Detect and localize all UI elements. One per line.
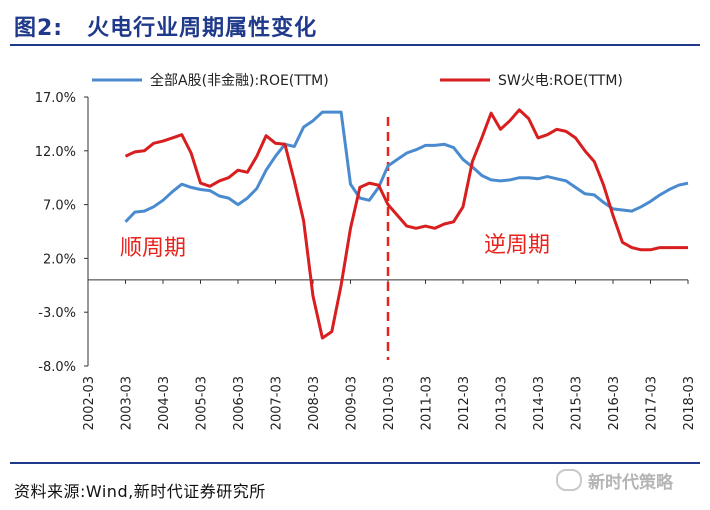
x-tick-label: 2006-03 bbox=[232, 376, 247, 430]
y-tick-label: 12.0% bbox=[35, 145, 76, 160]
legend-label-a: 全部A股(非金融):ROE(TTM) bbox=[150, 72, 329, 89]
y-tick-label: 7.0% bbox=[43, 199, 76, 214]
title-text: 火电行业周期属性变化 bbox=[87, 16, 318, 41]
watermark-text: 新时代策略 bbox=[588, 473, 673, 493]
x-tick-label: 2003-03 bbox=[120, 376, 135, 430]
x-tick-label: 2015-03 bbox=[570, 376, 585, 430]
x-tick-label: 2013-03 bbox=[495, 376, 510, 430]
x-tick-label: 2005-03 bbox=[195, 376, 210, 430]
y-tick-label: -3.0% bbox=[38, 306, 76, 321]
title-rule bbox=[10, 44, 700, 46]
axes: 17.0% 12.0% 7.0% 2.0% -3.0% -8.0% 2002-03 2003-… bbox=[35, 91, 697, 430]
figure-label: 图2: bbox=[14, 16, 64, 41]
source-note: 资料来源:Wind,新时代证券研究所 bbox=[14, 482, 266, 501]
line-chart: 全部A股(非金融):ROE(TTM) SW火电:ROE(TTM) 17.0% 12… bbox=[35, 72, 697, 430]
x-tick-label: 2010-03 bbox=[382, 376, 397, 430]
wechat-icon bbox=[556, 469, 582, 491]
annotation-procyclical: 顺周期 bbox=[120, 236, 186, 261]
x-tick-label: 2018-03 bbox=[682, 376, 697, 430]
series-line-thermal-power-roe bbox=[124, 108, 688, 340]
x-tick-label: 2016-03 bbox=[607, 376, 622, 430]
chart-title: 图2: 火电行业周期属性变化 bbox=[14, 10, 317, 42]
annotation-countercyclical: 逆周期 bbox=[484, 233, 550, 258]
series-layer bbox=[124, 108, 689, 340]
y-tick-label: -8.0% bbox=[38, 360, 76, 375]
source-rule bbox=[10, 462, 700, 464]
y-tick-label: 2.0% bbox=[43, 252, 76, 267]
x-tick-label: 2002-03 bbox=[82, 376, 97, 430]
x-tick-label: 2008-03 bbox=[307, 376, 322, 430]
x-tick-label: 2011-03 bbox=[420, 376, 435, 430]
x-tick-label: 2014-03 bbox=[532, 376, 547, 430]
watermark: 新时代策略 bbox=[556, 468, 673, 493]
y-tick-label: 17.0% bbox=[35, 91, 76, 106]
x-tick-label: 2009-03 bbox=[345, 376, 360, 430]
x-tick-label: 2004-03 bbox=[157, 376, 172, 430]
x-tick-label: 2007-03 bbox=[270, 376, 285, 430]
legend: 全部A股(非金融):ROE(TTM) SW火电:ROE(TTM) bbox=[92, 72, 623, 89]
legend-label-b: SW火电:ROE(TTM) bbox=[498, 73, 623, 89]
x-tick-label: 2017-03 bbox=[645, 376, 660, 430]
x-tick-label: 2012-03 bbox=[457, 376, 472, 430]
series-line-a-share-roe bbox=[124, 110, 689, 223]
